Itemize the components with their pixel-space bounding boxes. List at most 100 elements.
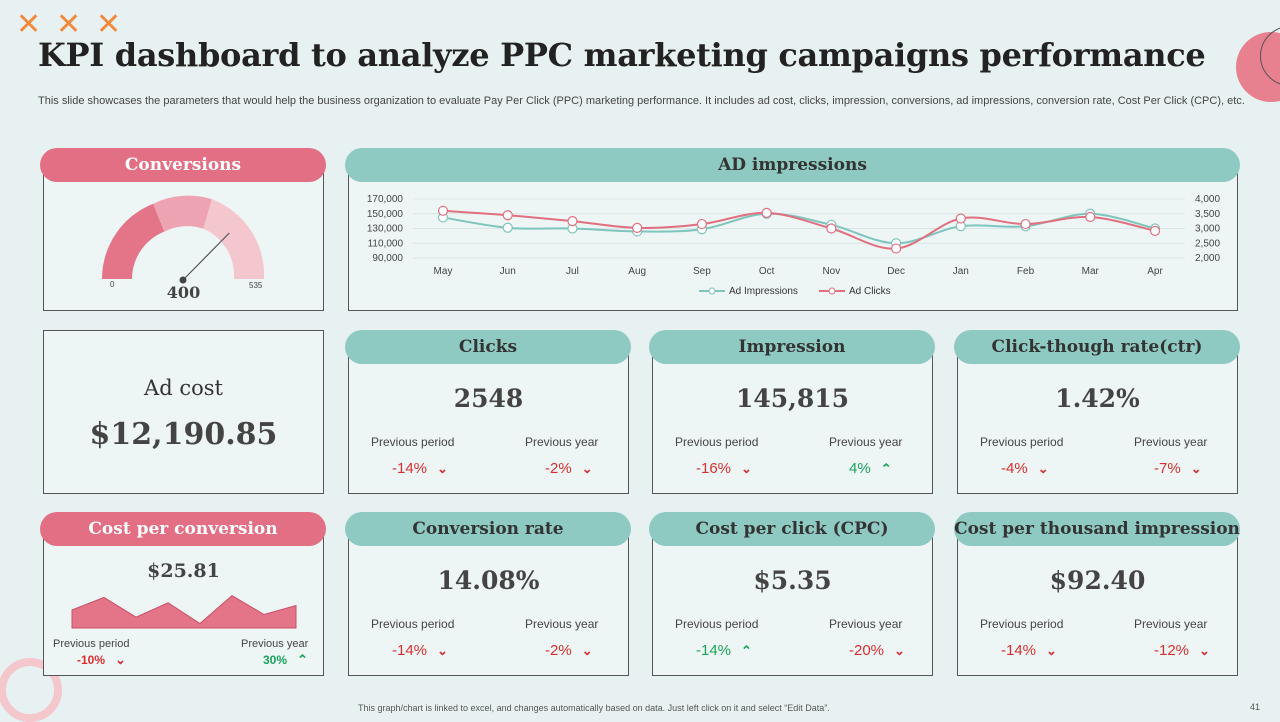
x-tick-label: Jul	[566, 266, 579, 277]
cost-per-thousand-impression-value: $92.40	[1049, 566, 1146, 595]
trend-up-icon: ⌃	[880, 461, 892, 476]
trend-down-icon: ⌄	[741, 461, 752, 476]
x-tick-label: Jan	[953, 266, 969, 277]
y-left-tick-label: 150,000	[367, 209, 404, 220]
conversion-rate-value: 14.08%	[437, 566, 540, 595]
trend-down-icon: ⌄	[581, 461, 593, 476]
trend-down-icon: ⌄	[437, 643, 448, 658]
prev-year-change: -7% ⌄	[1154, 460, 1202, 477]
ad-cost-value: $12,190.85	[89, 417, 278, 452]
prev-year-change: -12% ⌄	[1154, 642, 1210, 659]
prev-period-change: -10% ⌄	[77, 652, 126, 667]
prev-period-change: -4% ⌄	[1001, 460, 1049, 477]
footer-note: This graph/chart is linked to excel, and…	[358, 703, 830, 713]
legend-ad-impressions-marker	[708, 287, 716, 295]
y-right-tick-label: 3,000	[1195, 224, 1220, 235]
trend-down-icon: ⌄	[1190, 461, 1202, 476]
prev-year-label: Previous year	[241, 638, 309, 650]
ad-clicks-point	[1020, 218, 1031, 230]
prev-period-label: Previous period	[371, 435, 455, 449]
ad-clicks-line	[442, 209, 1156, 250]
prev-year-label: Previous year	[1134, 435, 1208, 449]
trend-down-icon: ⌄	[581, 643, 593, 658]
gauge-min-label: 0	[110, 280, 115, 289]
click-though-rate-ctr-card: 1.42% Previous period Previous year -4% ⌄…	[957, 348, 1238, 494]
click-though-rate-ctr-header: Click-though rate(ctr)	[954, 330, 1240, 364]
decor-ring	[0, 658, 62, 722]
clicks-header: Clicks	[345, 330, 631, 364]
x-tick-label: Nov	[822, 266, 840, 277]
page-title: KPI dashboard to analyze PPC marketing c…	[38, 36, 1206, 74]
trend-down-icon: ⌄	[1037, 461, 1049, 476]
x-tick-label: Jun	[500, 266, 516, 277]
ad-clicks-point	[632, 222, 643, 234]
conversions-card: 0 535 400	[43, 168, 324, 311]
x-tick-label: Apr	[1147, 266, 1163, 277]
prev-period-label: Previous period	[675, 435, 759, 449]
conversions-value: 400	[166, 283, 201, 302]
prev-period-label: Previous period	[675, 617, 759, 631]
conversion-rate-header: Conversion rate	[345, 512, 631, 546]
ad-cost-label: Ad cost	[144, 376, 223, 400]
y-left-tick-label: 170,000	[367, 194, 404, 205]
legend-ad-clicks-marker	[828, 287, 836, 295]
decor-x-icon: ✕	[96, 7, 122, 42]
ad-clicks-point	[1149, 225, 1161, 236]
clicks-value: 2548	[453, 384, 524, 413]
click-though-rate-ctr-value: 1.42%	[1055, 384, 1140, 413]
x-tick-label: Dec	[887, 266, 905, 277]
ad-impressions-card: 170,000 150,000 130,000 110,000 90,000 4,000 3…	[348, 168, 1238, 311]
prev-year-change: -2% ⌄	[545, 642, 593, 659]
cost-per-click-cpc-header: Cost per click (CPC)	[649, 512, 935, 546]
trend-down-icon: ⌄	[1046, 643, 1057, 658]
clicks-card: 2548 Previous period Previous year -14% ⌄…	[348, 348, 629, 494]
impression-card: 145,815 Previous period Previous year -1…	[652, 348, 933, 494]
gauge-segment-high	[203, 199, 265, 279]
ad-clicks-point	[890, 243, 902, 254]
trend-up-icon: ⌃	[297, 652, 308, 667]
prev-period-change: -14% ⌄	[392, 460, 448, 477]
gauge-needle	[182, 232, 230, 281]
y-left-tick-label: 90,000	[372, 253, 403, 264]
trend-up-icon: ⌃	[741, 643, 752, 658]
page-subtitle: This slide showcases the parameters that…	[38, 95, 1245, 107]
cost-per-thousand-impression-card: $92.40 Previous period Previous year -14…	[957, 530, 1238, 676]
prev-year-change: -2% ⌄	[545, 460, 593, 477]
x-tick-label: May	[434, 266, 453, 277]
ad-clicks-point	[437, 205, 449, 216]
gauge-max-label: 535	[249, 281, 263, 290]
y-right-tick-label: 3,500	[1195, 209, 1220, 220]
cost-per-conversion-sparkline	[71, 594, 297, 629]
gauge-pivot	[179, 276, 187, 284]
ad-cost-card: Ad cost $12,190.85	[43, 330, 324, 494]
y-left-tick-label: 130,000	[367, 224, 404, 235]
y-right-tick-label: 2,000	[1195, 253, 1220, 264]
gauge-segment-low	[102, 203, 165, 279]
decor-x-icon: ✕	[16, 7, 42, 42]
prev-period-label: Previous period	[53, 638, 130, 650]
y-right-tick-label: 4,000	[1195, 194, 1220, 205]
prev-period-change: -14% ⌃	[696, 642, 752, 659]
prev-period-label: Previous period	[371, 617, 455, 631]
ad-clicks-point	[567, 216, 578, 227]
x-tick-label: Oct	[759, 266, 775, 277]
prev-year-label: Previous year	[1134, 617, 1208, 631]
legend-ad-impressions-label: Ad Impressions	[729, 286, 798, 297]
prev-period-change: -14% ⌄	[1001, 642, 1057, 659]
cost-per-conversion-header: Cost per conversion	[40, 512, 326, 546]
y-left-tick-label: 110,000	[368, 238, 404, 249]
cost-per-conversion-card: $25.81 Previous period Previous year -10…	[43, 533, 324, 676]
trend-down-icon: ⌄	[437, 461, 448, 476]
trend-down-icon: ⌄	[1199, 643, 1210, 658]
ad-impressions-line	[442, 212, 1156, 245]
sparkline-area	[71, 594, 297, 629]
cost-per-conversion-value: $25.81	[147, 560, 220, 582]
prev-period-label: Previous period	[980, 617, 1064, 631]
decor-x-icon: ✕	[56, 7, 82, 42]
ad-clicks-point	[502, 210, 513, 221]
conversions-gauge: 0 535	[102, 195, 265, 290]
cost-per-click-cpc-card: $5.35 Previous period Previous year -14%…	[652, 530, 933, 676]
conversions-header: Conversions	[40, 148, 326, 182]
prev-period-change: -16% ⌄	[696, 460, 752, 477]
prev-year-label: Previous year	[829, 617, 903, 631]
